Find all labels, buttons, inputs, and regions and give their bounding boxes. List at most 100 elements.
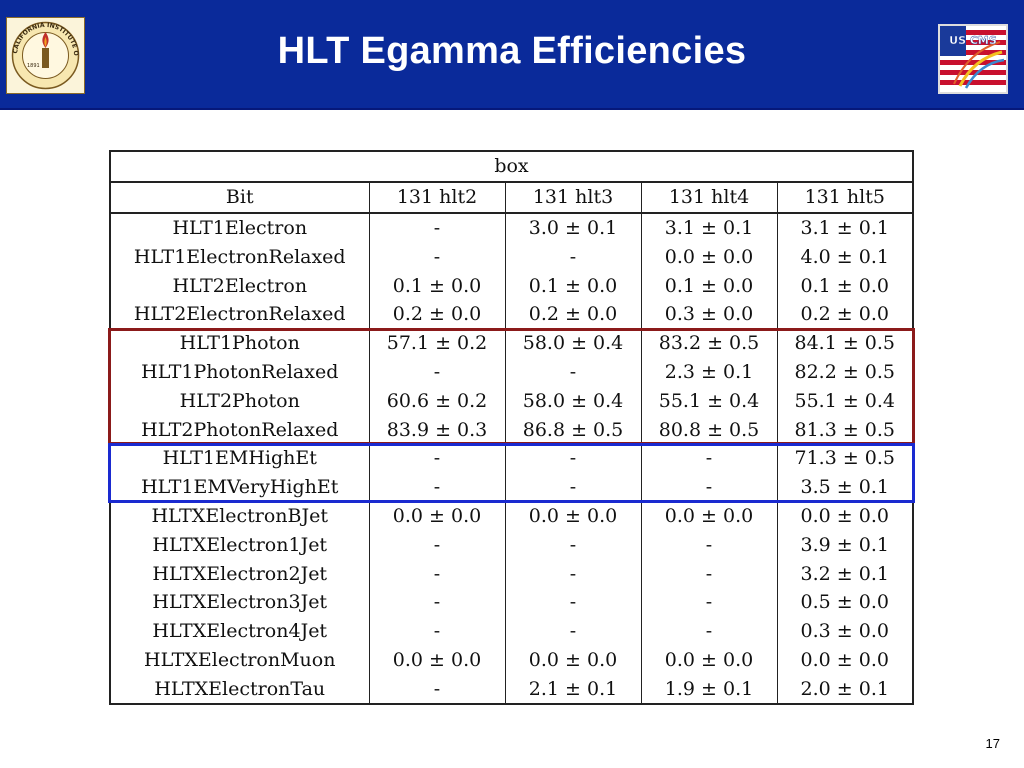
efficiency-cell: - bbox=[640, 443, 778, 473]
efficiency-cell: - bbox=[640, 587, 778, 617]
efficiency-cell: - bbox=[504, 357, 642, 387]
table-row: HLT1Photon 57.1 ± 0.2 58.0 ± 0.4 83.2 ± 0.5… bbox=[109, 328, 914, 358]
table-caption-row: box bbox=[109, 151, 914, 183]
efficiency-cell: 86.8 ± 0.5 bbox=[504, 415, 642, 444]
trigger-bit-cell: HLTXElectronMuon bbox=[109, 645, 370, 675]
efficiency-cell: 83.2 ± 0.5 bbox=[640, 328, 778, 358]
caltech-seal-icon: CALIFORNIA INSTITUTE OF TECHNOLOGY 1891 bbox=[4, 13, 85, 94]
trigger-bit-cell: HLTXElectron3Jet bbox=[109, 587, 370, 617]
table-row: HLT2Photon 60.6 ± 0.2 58.0 ± 0.4 55.1 ± 0.4… bbox=[109, 386, 914, 416]
efficiency-cell: - bbox=[640, 472, 778, 502]
efficiency-cell: 0.0 ± 0.0 bbox=[368, 645, 506, 675]
efficiency-cell: 2.0 ± 0.1 bbox=[776, 674, 914, 705]
efficiency-cell: 0.3 ± 0.0 bbox=[640, 299, 778, 329]
efficiency-cell: - bbox=[504, 530, 642, 560]
table-row: HLTXElectronMuon 0.0 ± 0.0 0.0 ± 0.0 0.0 ± … bbox=[109, 645, 914, 675]
column-header: 131 hlt5 bbox=[776, 181, 914, 214]
table-row: HLT1EMVeryHighEt - - -3.5 ± 0.1 bbox=[109, 472, 914, 502]
efficiency-cell: - bbox=[368, 674, 506, 705]
efficiency-cell: 55.1 ± 0.4 bbox=[640, 386, 778, 416]
table-row: HLTXElectron1Jet - - -3.9 ± 0.1 bbox=[109, 530, 914, 560]
trigger-bit-cell: HLT1Photon bbox=[109, 328, 370, 358]
efficiency-cell: 0.2 ± 0.0 bbox=[504, 299, 642, 329]
efficiency-cell: - bbox=[504, 559, 642, 588]
trigger-bit-cell: HLT1EMVeryHighEt bbox=[109, 472, 370, 502]
table-row: HLTXElectron4Jet - - -0.3 ± 0.0 bbox=[109, 616, 914, 646]
table-row: HLT1PhotonRelaxed - -2.3 ± 0.1 82.2 ± 0.5 bbox=[109, 357, 914, 387]
efficiency-cell: 0.1 ± 0.0 bbox=[640, 271, 778, 300]
efficiency-cell: 4.0 ± 0.1 bbox=[776, 242, 914, 272]
efficiency-cell: 58.0 ± 0.4 bbox=[504, 386, 642, 416]
column-header: 131 hlt4 bbox=[640, 181, 778, 214]
efficiency-cell: 0.0 ± 0.0 bbox=[504, 645, 642, 675]
trigger-bit-cell: HLTXElectron2Jet bbox=[109, 559, 370, 588]
efficiency-cell: - bbox=[368, 616, 506, 646]
efficiency-cell: 0.0 ± 0.0 bbox=[776, 501, 914, 531]
table-row: HLTXElectron2Jet - - -3.2 ± 0.1 bbox=[109, 559, 914, 588]
efficiency-cell: 0.1 ± 0.0 bbox=[776, 271, 914, 300]
efficiency-cell: 0.0 ± 0.0 bbox=[776, 645, 914, 675]
column-header: 131 hlt2 bbox=[368, 181, 506, 214]
table-row: HLT1Electron -3.0 ± 0.1 3.1 ± 0.1 3.1 ± 0.1 bbox=[109, 212, 914, 243]
efficiency-cell: 82.2 ± 0.5 bbox=[776, 357, 914, 387]
trigger-bit-cell: HLT1PhotonRelaxed bbox=[109, 357, 370, 387]
efficiency-cell: - bbox=[504, 242, 642, 272]
efficiency-cell: 3.1 ± 0.1 bbox=[640, 212, 778, 243]
column-header: Bit bbox=[109, 181, 370, 214]
table-body: HLT1Electron -3.0 ± 0.1 3.1 ± 0.1 3.1 ± 0.1… bbox=[109, 212, 914, 705]
trigger-bit-cell: HLT2PhotonRelaxed bbox=[109, 415, 370, 444]
efficiency-cell: - bbox=[368, 530, 506, 560]
efficiency-cell: 83.9 ± 0.3 bbox=[368, 415, 506, 444]
trigger-bit-cell: HLTXElectron4Jet bbox=[109, 616, 370, 646]
slide-title: HLT Egamma Efficiencies bbox=[277, 30, 747, 72]
efficiency-cell: 0.0 ± 0.0 bbox=[640, 645, 778, 675]
efficiency-cell: 0.2 ± 0.0 bbox=[776, 299, 914, 329]
efficiency-cell: 0.0 ± 0.0 bbox=[640, 501, 778, 531]
table-header-row: Bit 131 hlt2 131 hlt3 131 hlt4 131 hlt5 bbox=[109, 181, 914, 214]
efficiency-cell: 2.1 ± 0.1 bbox=[504, 674, 642, 705]
efficiency-cell: 58.0 ± 0.4 bbox=[504, 328, 642, 358]
efficiency-cell: - bbox=[368, 559, 506, 588]
table-row: HLT2PhotonRelaxed 83.9 ± 0.3 86.8 ± 0.5 80.… bbox=[109, 415, 914, 444]
trigger-bit-cell: HLTXElectronBJet bbox=[109, 501, 370, 531]
table-row: HLT1ElectronRelaxed - -0.0 ± 0.0 4.0 ± 0.1 bbox=[109, 242, 914, 272]
efficiency-cell: 80.8 ± 0.5 bbox=[640, 415, 778, 444]
trigger-bit-cell: HLTXElectron1Jet bbox=[109, 530, 370, 560]
table-row: HLT2Electron 0.1 ± 0.0 0.1 ± 0.0 0.1 ± 0.0 0… bbox=[109, 271, 914, 300]
efficiency-cell: 2.3 ± 0.1 bbox=[640, 357, 778, 387]
page-number: 17 bbox=[985, 736, 1000, 751]
slide-header bbox=[0, 0, 1024, 108]
efficiency-cell: 84.1 ± 0.5 bbox=[776, 328, 914, 358]
efficiency-cell: 3.2 ± 0.1 bbox=[776, 559, 914, 588]
efficiency-cell: 0.3 ± 0.0 bbox=[776, 616, 914, 646]
efficiency-cell: - bbox=[368, 212, 506, 243]
efficiency-cell: 3.5 ± 0.1 bbox=[776, 472, 914, 502]
header-divider bbox=[0, 108, 1024, 110]
trigger-bit-cell: HLT2ElectronRelaxed bbox=[109, 299, 370, 329]
efficiency-cell: 0.1 ± 0.0 bbox=[368, 271, 506, 300]
efficiency-cell: 0.0 ± 0.0 bbox=[640, 242, 778, 272]
trigger-bit-cell: HLT1Electron bbox=[109, 212, 370, 243]
efficiency-cell: - bbox=[504, 616, 642, 646]
table-row: HLTXElectronBJet 0.0 ± 0.0 0.0 ± 0.0 0.0 ± … bbox=[109, 501, 914, 531]
efficiency-cell: 0.5 ± 0.0 bbox=[776, 587, 914, 617]
efficiency-cell: 81.3 ± 0.5 bbox=[776, 415, 914, 444]
efficiency-cell: 3.9 ± 0.1 bbox=[776, 530, 914, 560]
efficiency-table: box Bit 131 hlt2 131 hlt3 131 hlt4 131 h… bbox=[109, 150, 914, 706]
trigger-bit-cell: HLTXElectronTau bbox=[109, 674, 370, 705]
efficiency-cell: 1.9 ± 0.1 bbox=[640, 674, 778, 705]
efficiency-cell: 0.2 ± 0.0 bbox=[368, 299, 506, 329]
trigger-bit-cell: HLT2Photon bbox=[109, 386, 370, 416]
efficiency-cell: 0.0 ± 0.0 bbox=[368, 501, 506, 531]
trigger-bit-cell: HLT1EMHighEt bbox=[109, 443, 370, 473]
efficiency-cell: - bbox=[504, 472, 642, 502]
table-row: HLT1EMHighEt - - -71.3 ± 0.5 bbox=[109, 443, 914, 473]
trigger-bit-cell: HLT1ElectronRelaxed bbox=[109, 242, 370, 272]
efficiency-cell: - bbox=[368, 443, 506, 473]
efficiency-cell: - bbox=[368, 242, 506, 272]
efficiency-cell: - bbox=[368, 472, 506, 502]
svg-text:US CMS: US CMS bbox=[949, 34, 997, 47]
efficiency-cell: - bbox=[640, 559, 778, 588]
table-row: HLT2ElectronRelaxed 0.2 ± 0.0 0.2 ± 0.0 0.3… bbox=[109, 299, 914, 329]
efficiency-cell: 60.6 ± 0.2 bbox=[368, 386, 506, 416]
